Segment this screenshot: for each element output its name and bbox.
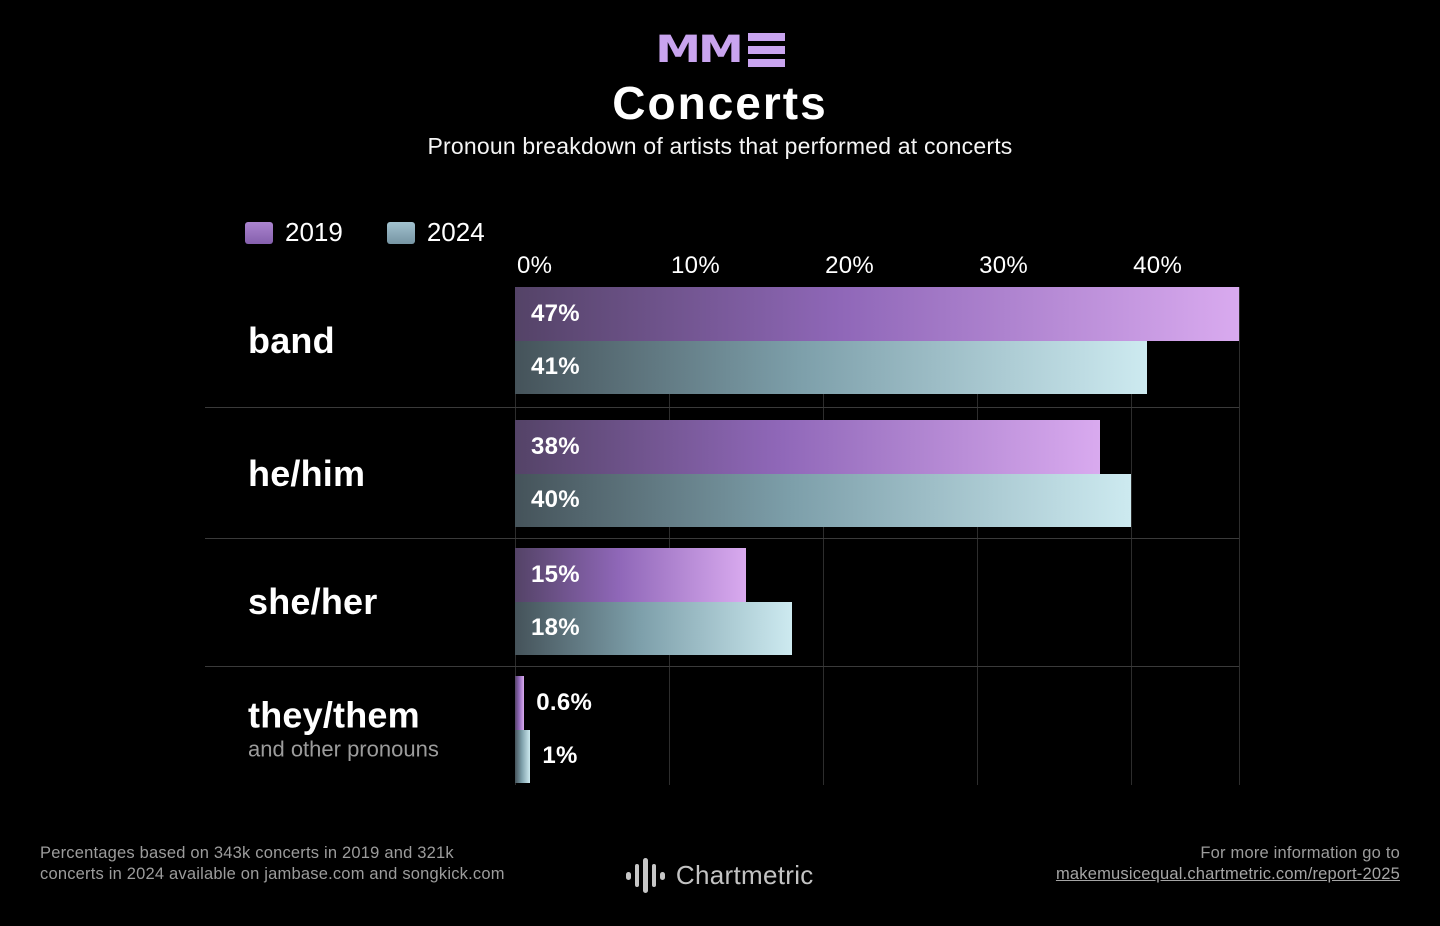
bar-2024-he-him [515, 473, 1132, 527]
axis-tick-label: 0% [517, 252, 553, 279]
category-label-she-her: she/her [248, 580, 518, 622]
bar-value-label: 38% [531, 432, 580, 460]
source-note-line1: Percentages based on 343k concerts in 20… [40, 844, 454, 862]
mme-logo-equal-icon [747, 32, 785, 67]
more-info: For more information go to makemusicequa… [1056, 843, 1400, 885]
chartmetric-wordmark: Chartmetric [675, 860, 814, 890]
category-title: band [248, 319, 335, 361]
category-title: he/him [248, 452, 366, 494]
bar-2024-band [515, 340, 1147, 394]
bar-2019-they-them [515, 676, 525, 730]
gridline [823, 287, 825, 785]
bar-value-label: 40% [531, 486, 580, 514]
bar-value-label: 41% [531, 353, 580, 381]
axis-tick-label: 40% [1133, 252, 1183, 279]
category-subtitle: and other pronouns [248, 736, 439, 762]
source-note: Percentages based on 343k concerts in 20… [40, 843, 505, 885]
chartmetric-waveform-icon [626, 858, 665, 893]
chart-legend: 2019 2024 [245, 217, 485, 248]
bar-2019-he-him [515, 420, 1101, 474]
mme-logo-text: MM [655, 26, 744, 72]
bar-2019-band [515, 287, 1239, 341]
bar-value-label: 0.6% [536, 688, 593, 716]
gridline [977, 287, 979, 785]
mme-logo: MM [0, 26, 1440, 72]
legend-item-2024: 2024 [386, 217, 485, 248]
category-label-they-them: they/them and other pronouns [248, 696, 518, 763]
legend-item-2019: 2019 [245, 217, 343, 248]
category-title: she/her [248, 580, 378, 622]
category-title: they/them [248, 694, 420, 736]
legend-swatch-2019 [245, 221, 273, 244]
bar-2019-she-her [515, 548, 747, 602]
gridline [515, 287, 516, 785]
bar-2024-they-them [515, 729, 531, 783]
bar-value-label: 47% [531, 299, 580, 327]
bar-2024-she-her [515, 601, 793, 655]
gridline [669, 287, 671, 785]
category-label-he-him: he/him [248, 452, 518, 494]
legend-swatch-2024 [386, 221, 415, 244]
axis-tick-label: 10% [671, 252, 720, 279]
axis-tick-label: 30% [979, 252, 1029, 279]
bar-value-label: 15% [531, 560, 580, 588]
gridline [1131, 287, 1133, 785]
page-title: Concerts [612, 77, 828, 129]
row-divider [205, 537, 1239, 539]
row-divider [205, 407, 1239, 408]
legend-label-2024: 2024 [426, 217, 485, 247]
report-link[interactable]: makemusicequal.chartmetric.com/report-20… [1055, 865, 1400, 883]
page-subtitle: Pronoun breakdown of artists that perfor… [427, 133, 1013, 159]
bar-value-label: 1% [542, 742, 578, 770]
gridline [1239, 287, 1240, 785]
more-info-text: For more information go to [1200, 844, 1400, 862]
source-note-line2: concerts in 2024 available on jambase.co… [40, 865, 505, 883]
bar-value-label: 18% [531, 614, 580, 642]
legend-label-2019: 2019 [285, 217, 343, 247]
category-label-band: band [248, 319, 518, 361]
row-divider [205, 665, 1239, 667]
axis-tick-label: 20% [825, 252, 875, 279]
chartmetric-brand: Chartmetric [0, 858, 1440, 893]
